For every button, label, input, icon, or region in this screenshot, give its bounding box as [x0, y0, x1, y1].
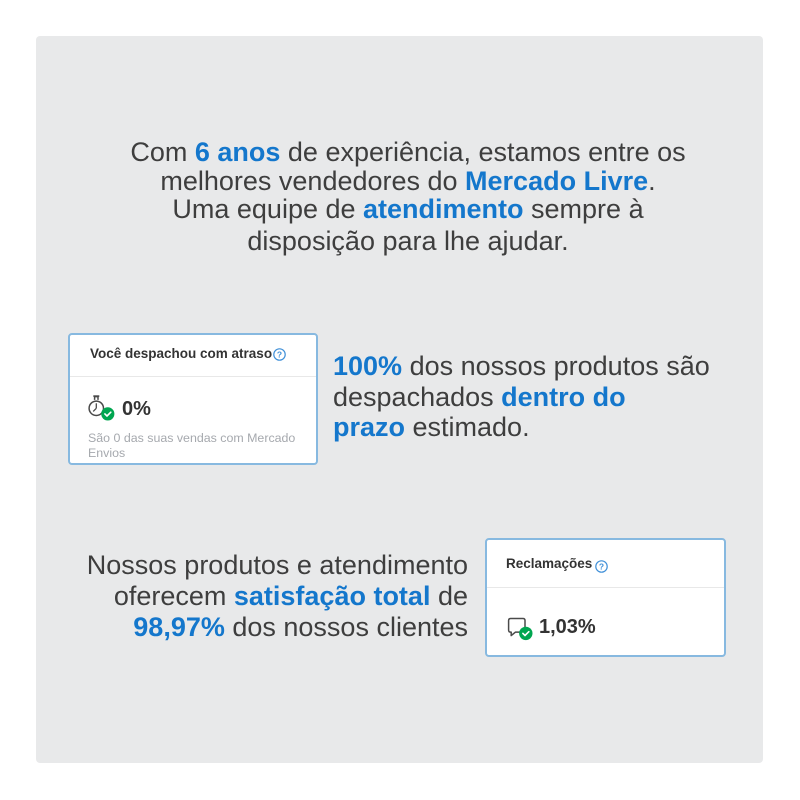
svg-text:?: ? [599, 561, 604, 571]
svg-text:?: ? [277, 349, 282, 359]
